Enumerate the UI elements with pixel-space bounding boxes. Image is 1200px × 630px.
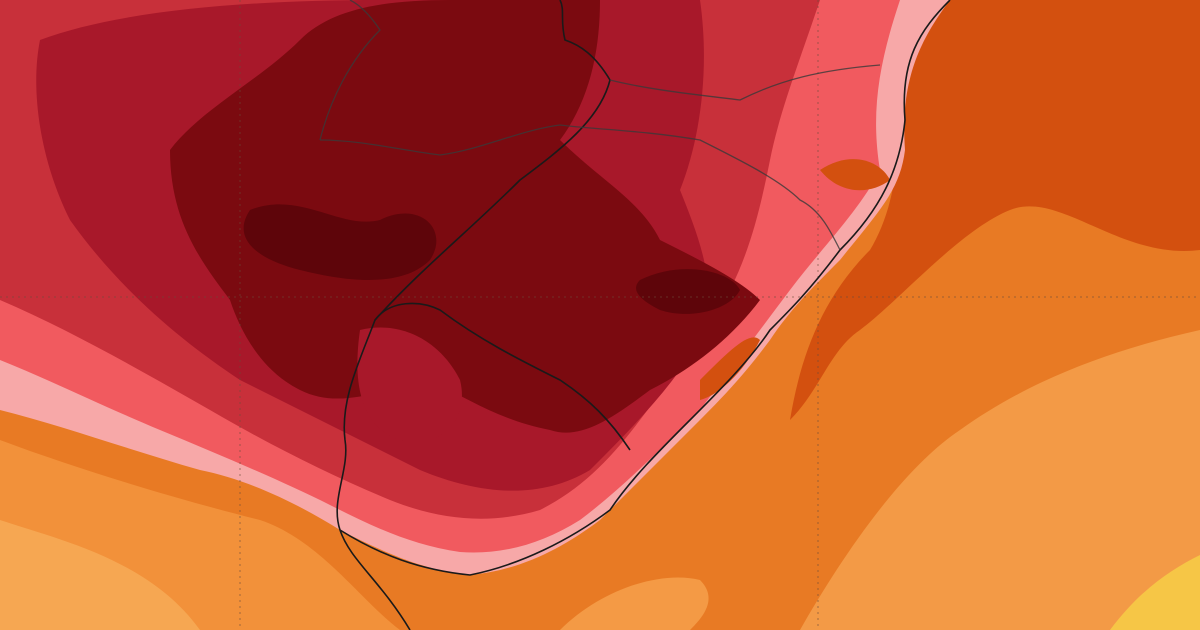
- ocean-warm-zone: [790, 0, 1200, 420]
- coast-warm-patch: [700, 337, 760, 400]
- heat-core-patch: [636, 269, 740, 314]
- coast-warm-patch: [820, 159, 890, 191]
- ocean-cool-core: [1110, 555, 1200, 630]
- ocean-cool-zone: [800, 330, 1200, 630]
- heat-zone-patch: [357, 327, 462, 442]
- heat-zone-core: [170, 0, 760, 433]
- heat-core-patch: [243, 204, 437, 280]
- coastline: [339, 0, 951, 576]
- country-border: [339, 529, 411, 630]
- state-border: [319, 124, 841, 251]
- country-border: [374, 0, 611, 321]
- ocean-patch: [560, 577, 709, 630]
- state-border: [319, 0, 381, 141]
- land-south-cool: [0, 520, 200, 630]
- state-border: [609, 64, 881, 101]
- country-border: [336, 302, 631, 531]
